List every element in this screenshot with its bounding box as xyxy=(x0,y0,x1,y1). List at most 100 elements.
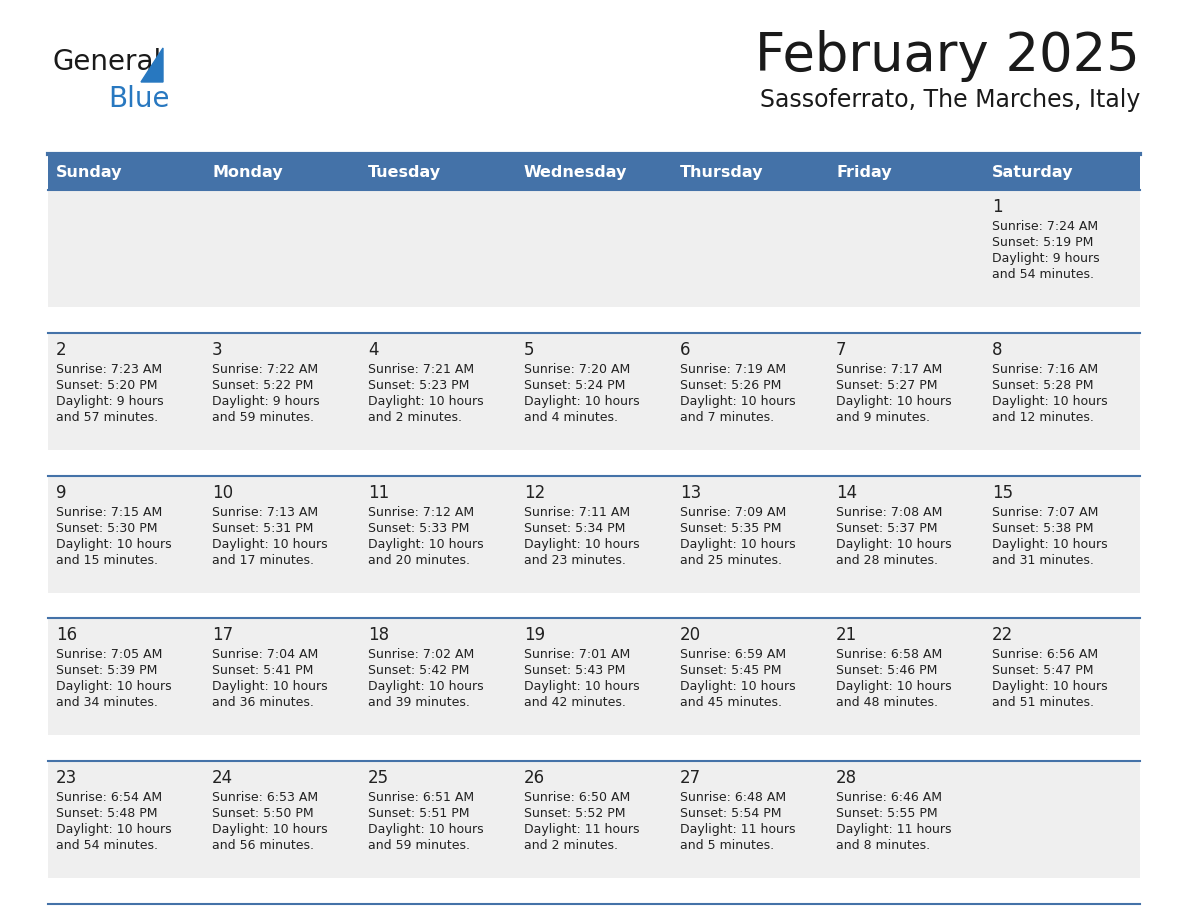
Text: and 59 minutes.: and 59 minutes. xyxy=(368,839,470,852)
Text: and 45 minutes.: and 45 minutes. xyxy=(680,697,782,710)
Text: Sunrise: 7:01 AM: Sunrise: 7:01 AM xyxy=(524,648,631,661)
Text: Sunrise: 7:07 AM: Sunrise: 7:07 AM xyxy=(992,506,1099,519)
Text: 28: 28 xyxy=(836,769,857,788)
Bar xyxy=(828,190,984,333)
Text: 10: 10 xyxy=(211,484,233,501)
Text: Sunrise: 7:05 AM: Sunrise: 7:05 AM xyxy=(56,648,163,661)
Polygon shape xyxy=(141,48,163,82)
Text: Sunset: 5:22 PM: Sunset: 5:22 PM xyxy=(211,379,314,392)
Text: and 51 minutes.: and 51 minutes. xyxy=(992,697,1094,710)
Bar xyxy=(828,619,984,761)
Text: Daylight: 10 hours: Daylight: 10 hours xyxy=(211,823,328,836)
Bar xyxy=(516,154,672,190)
Bar xyxy=(360,154,516,190)
Text: and 42 minutes.: and 42 minutes. xyxy=(524,697,626,710)
Text: Sunrise: 6:56 AM: Sunrise: 6:56 AM xyxy=(992,648,1098,661)
Text: Daylight: 11 hours: Daylight: 11 hours xyxy=(524,823,639,836)
Text: Sunrise: 6:48 AM: Sunrise: 6:48 AM xyxy=(680,791,786,804)
Text: 18: 18 xyxy=(368,626,390,644)
Bar xyxy=(48,154,204,190)
Bar xyxy=(204,476,360,619)
Bar xyxy=(48,450,1140,476)
Bar xyxy=(360,333,516,476)
Text: Sunrise: 7:08 AM: Sunrise: 7:08 AM xyxy=(836,506,942,519)
Bar xyxy=(984,761,1140,904)
Text: Sunrise: 7:15 AM: Sunrise: 7:15 AM xyxy=(56,506,163,519)
Text: Daylight: 10 hours: Daylight: 10 hours xyxy=(524,538,639,551)
Bar xyxy=(672,154,828,190)
Text: 26: 26 xyxy=(524,769,545,788)
Bar xyxy=(984,190,1140,333)
Text: and 23 minutes.: and 23 minutes. xyxy=(524,554,626,566)
Text: and 12 minutes.: and 12 minutes. xyxy=(992,410,1094,424)
Text: Sunrise: 7:17 AM: Sunrise: 7:17 AM xyxy=(836,363,942,375)
Text: Sunrise: 7:19 AM: Sunrise: 7:19 AM xyxy=(680,363,786,375)
Text: and 17 minutes.: and 17 minutes. xyxy=(211,554,314,566)
Text: and 48 minutes.: and 48 minutes. xyxy=(836,697,939,710)
Text: Friday: Friday xyxy=(836,164,892,180)
Text: 13: 13 xyxy=(680,484,701,501)
Text: 11: 11 xyxy=(368,484,390,501)
Text: Sunset: 5:30 PM: Sunset: 5:30 PM xyxy=(56,521,158,534)
Text: 14: 14 xyxy=(836,484,857,501)
Text: Sunrise: 6:53 AM: Sunrise: 6:53 AM xyxy=(211,791,318,804)
Text: Sunset: 5:45 PM: Sunset: 5:45 PM xyxy=(680,665,782,677)
Text: 20: 20 xyxy=(680,626,701,644)
Bar xyxy=(48,761,204,904)
Text: and 34 minutes.: and 34 minutes. xyxy=(56,697,158,710)
Text: and 25 minutes.: and 25 minutes. xyxy=(680,554,782,566)
Bar xyxy=(360,476,516,619)
Text: Daylight: 10 hours: Daylight: 10 hours xyxy=(524,680,639,693)
Bar xyxy=(516,333,672,476)
Text: 15: 15 xyxy=(992,484,1013,501)
Bar xyxy=(516,190,672,333)
Text: Sunrise: 6:58 AM: Sunrise: 6:58 AM xyxy=(836,648,942,661)
Text: 8: 8 xyxy=(992,341,1003,359)
Text: Sunset: 5:35 PM: Sunset: 5:35 PM xyxy=(680,521,782,534)
Bar xyxy=(828,154,984,190)
Bar xyxy=(672,333,828,476)
Text: 25: 25 xyxy=(368,769,390,788)
Text: Daylight: 10 hours: Daylight: 10 hours xyxy=(992,395,1107,408)
Text: and 54 minutes.: and 54 minutes. xyxy=(56,839,158,852)
Text: Daylight: 10 hours: Daylight: 10 hours xyxy=(211,680,328,693)
Text: Daylight: 10 hours: Daylight: 10 hours xyxy=(992,538,1107,551)
Text: Daylight: 10 hours: Daylight: 10 hours xyxy=(211,538,328,551)
Text: 4: 4 xyxy=(368,341,379,359)
Text: and 2 minutes.: and 2 minutes. xyxy=(524,839,618,852)
Text: Daylight: 10 hours: Daylight: 10 hours xyxy=(836,538,952,551)
Text: 23: 23 xyxy=(56,769,77,788)
Bar xyxy=(360,619,516,761)
Text: 1: 1 xyxy=(992,198,1003,216)
Text: Daylight: 10 hours: Daylight: 10 hours xyxy=(680,395,796,408)
Text: 27: 27 xyxy=(680,769,701,788)
Text: and 31 minutes.: and 31 minutes. xyxy=(992,554,1094,566)
Text: and 4 minutes.: and 4 minutes. xyxy=(524,410,618,424)
Text: Sunrise: 7:21 AM: Sunrise: 7:21 AM xyxy=(368,363,474,375)
Text: Daylight: 10 hours: Daylight: 10 hours xyxy=(524,395,639,408)
Text: 21: 21 xyxy=(836,626,858,644)
Text: and 54 minutes.: and 54 minutes. xyxy=(992,268,1094,281)
Text: Sunday: Sunday xyxy=(56,164,122,180)
Text: Sunrise: 6:54 AM: Sunrise: 6:54 AM xyxy=(56,791,162,804)
Bar xyxy=(828,333,984,476)
Text: and 9 minutes.: and 9 minutes. xyxy=(836,410,930,424)
Text: Sunset: 5:54 PM: Sunset: 5:54 PM xyxy=(680,807,782,820)
Text: Sunrise: 7:23 AM: Sunrise: 7:23 AM xyxy=(56,363,162,375)
Text: Sunrise: 6:50 AM: Sunrise: 6:50 AM xyxy=(524,791,631,804)
Text: Sunset: 5:41 PM: Sunset: 5:41 PM xyxy=(211,665,314,677)
Text: 22: 22 xyxy=(992,626,1013,644)
Text: Sunset: 5:51 PM: Sunset: 5:51 PM xyxy=(368,807,469,820)
Bar xyxy=(360,190,516,333)
Bar xyxy=(204,154,360,190)
Bar xyxy=(984,619,1140,761)
Text: 2: 2 xyxy=(56,341,67,359)
Text: Saturday: Saturday xyxy=(992,164,1074,180)
Text: 16: 16 xyxy=(56,626,77,644)
Text: Sunrise: 7:13 AM: Sunrise: 7:13 AM xyxy=(211,506,318,519)
Text: Daylight: 10 hours: Daylight: 10 hours xyxy=(836,395,952,408)
Text: Sunset: 5:28 PM: Sunset: 5:28 PM xyxy=(992,379,1093,392)
Text: and 2 minutes.: and 2 minutes. xyxy=(368,410,462,424)
Bar xyxy=(360,761,516,904)
Text: Sunset: 5:31 PM: Sunset: 5:31 PM xyxy=(211,521,314,534)
